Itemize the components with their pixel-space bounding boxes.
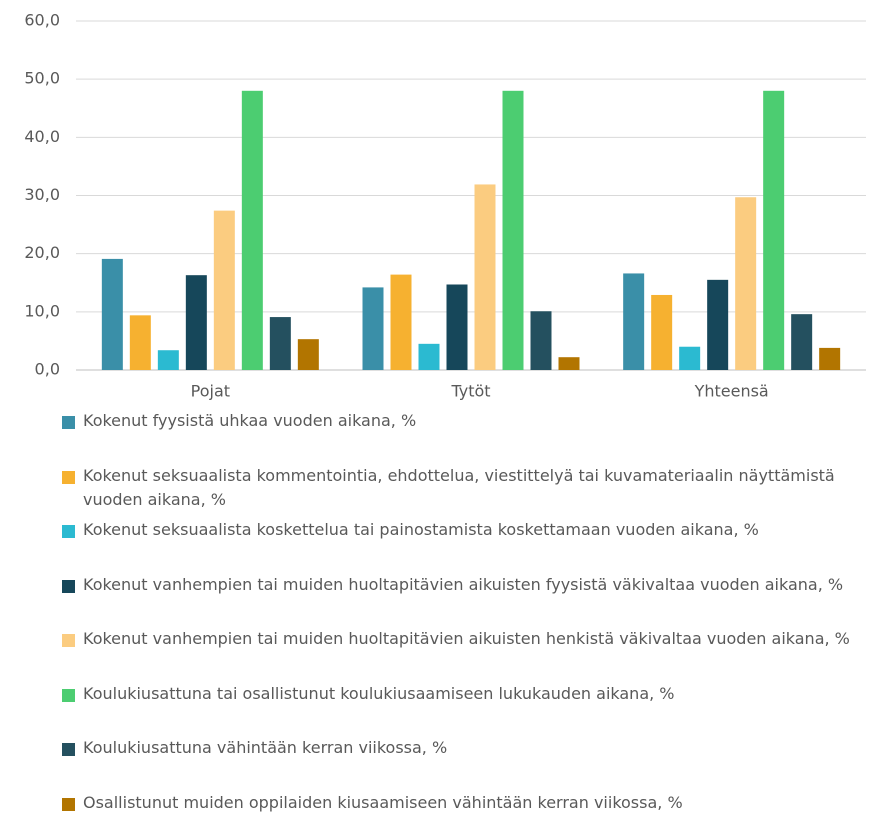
bar	[735, 197, 757, 370]
y-tick-label: 50,0	[24, 69, 60, 88]
y-tick-label: 40,0	[24, 127, 60, 146]
y-tick-label: 20,0	[24, 243, 60, 262]
bar	[502, 90, 524, 371]
legend-label: Koulukiusattuna vähintään kerran viikoss…	[83, 738, 448, 757]
legend-item: Osallistunut muiden oppilaiden kiusaamis…	[62, 791, 862, 815]
bar	[241, 90, 263, 371]
y-tick-label: 30,0	[24, 185, 60, 204]
legend-swatch	[62, 688, 75, 702]
bar	[530, 311, 552, 370]
legend-item: Kokenut fyysistä uhkaa vuoden aikana, %	[62, 409, 862, 433]
legend-item: Kokenut seksuaalista kommentointia, ehdo…	[62, 464, 862, 512]
legend-label: Osallistunut muiden oppilaiden kiusaamis…	[83, 792, 683, 812]
legend-label: Kokenut seksuaalista kommentointia, ehdo…	[83, 465, 835, 509]
x-tick-label: Pojat	[191, 382, 230, 401]
bar	[213, 210, 235, 370]
bar	[651, 294, 673, 370]
legend-label: Kokenut vanhempien tai muiden huoltapitä…	[83, 574, 844, 594]
y-tick-label: 0,0	[35, 360, 60, 379]
legend-item: Koulukiusattuna tai osallistunut kouluki…	[62, 682, 862, 706]
legend-label: Kokenut seksuaalista koskettelua tai pai…	[83, 520, 759, 539]
bar	[446, 284, 468, 370]
bar	[623, 273, 645, 370]
legend-item: Koulukiusattuna vähintään kerran viikoss…	[62, 736, 862, 760]
legend-item: Kokenut vanhempien tai muiden huoltapitä…	[62, 573, 862, 597]
bar	[791, 314, 813, 370]
legend-swatch	[62, 743, 75, 756]
bar	[418, 343, 440, 370]
legend-item: Kokenut seksuaalista koskettelua tai pai…	[62, 518, 862, 542]
x-tick-label: Tytöt	[450, 382, 490, 401]
bar	[269, 317, 291, 370]
legend-swatch	[62, 416, 75, 429]
legend-item: Kokenut vanhempien tai muiden huoltapitä…	[62, 627, 862, 651]
bar	[474, 184, 496, 370]
legend-swatch	[62, 525, 75, 538]
legend-swatch	[62, 797, 75, 811]
bar	[185, 275, 207, 370]
legend-swatch	[62, 634, 75, 647]
legend-swatch	[62, 470, 75, 484]
y-tick-label: 60,0	[24, 11, 60, 30]
legend-label: Kokenut vanhempien tai muiden huoltapitä…	[83, 629, 850, 648]
y-tick-label: 10,0	[24, 301, 60, 320]
legend-label: Koulukiusattuna tai osallistunut kouluki…	[83, 683, 675, 703]
bar	[707, 279, 729, 370]
bar	[390, 274, 412, 370]
chart: 0,0 10,0 20,0 30,0 40,0 50,0 60,0 Pojat Tytöt Yht…	[24, 11, 866, 401]
bar	[101, 258, 123, 370]
legend-label: Kokenut fyysistä uhkaa vuoden aikana, %	[83, 411, 417, 430]
bar	[129, 315, 151, 370]
x-tick-label: Yhteensä	[694, 382, 769, 401]
bar	[157, 350, 179, 370]
bar	[297, 339, 319, 370]
bar	[763, 90, 785, 371]
bar	[819, 347, 841, 370]
bar	[679, 346, 701, 370]
bar	[558, 357, 580, 370]
legend-swatch	[62, 579, 75, 593]
bar	[362, 287, 384, 370]
